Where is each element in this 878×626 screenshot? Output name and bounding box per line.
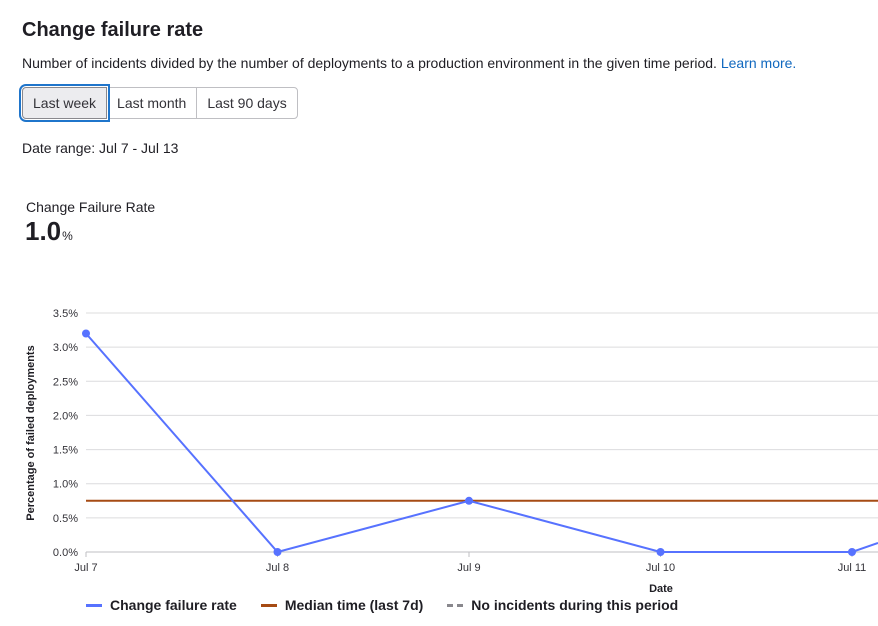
stat-number: 1.0 [25, 216, 62, 246]
legend-swatch-series [86, 603, 102, 607]
y-tick-label: 3.0% [53, 342, 78, 354]
x-tick-label: Jul 7 [74, 562, 97, 574]
y-tick-label: 3.5% [53, 308, 78, 320]
x-tick-label: Jul 8 [266, 562, 289, 574]
legend-item-median[interactable]: Median time (last 7d) [260, 597, 424, 613]
change-failure-rate-line [85, 332, 878, 554]
x-tick-label: Jul 10 [646, 562, 675, 574]
legend-label-series: Change failure rate [110, 597, 237, 613]
x-axis-ticks: Jul 7 Jul 8 Jul 9 Jul 10 Jul 11 [74, 552, 866, 574]
description: Number of incidents divided by the numbe… [22, 54, 796, 72]
learn-more-link[interactable]: Learn more. [720, 55, 797, 71]
data-point [656, 548, 665, 556]
x-tick-label: Jul 11 [838, 562, 867, 574]
stat-value: 1.0% [25, 215, 73, 247]
y-tick-label: 1.0% [53, 479, 78, 491]
x-axis-label: Date [649, 583, 673, 595]
y-tick-label: 1.5% [53, 445, 78, 457]
date-filter-segmented-control: Last week Last month Last 90 days [22, 87, 298, 119]
data-point [465, 496, 473, 505]
x-tick-label: Jul 9 [457, 562, 480, 574]
y-tick-label: 0.0% [53, 547, 78, 559]
data-point [82, 329, 90, 338]
legend-label-no-incidents: No incidents during this period [471, 597, 679, 613]
legend: Change failure rate Median time (last 7d… [86, 596, 702, 614]
last-month-button[interactable]: Last month [106, 87, 198, 119]
grid-lines [86, 312, 878, 519]
y-axis-label: Percentage of failed deployments [25, 345, 37, 520]
legend-item-change-failure-rate[interactable]: Change failure rate [86, 597, 237, 613]
data-point [273, 548, 282, 556]
legend-swatch-median [260, 603, 277, 607]
stat-unit: % [62, 229, 73, 243]
last-week-button[interactable]: Last week [22, 87, 108, 119]
description-text: Number of incidents divided by the numbe… [22, 55, 717, 71]
y-axis-ticks: 0.0% 0.5% 1.0% 1.5% 2.0% 2.5% 3.0% 3.5% [53, 308, 78, 559]
data-points [82, 329, 856, 556]
y-tick-label: 2.0% [53, 410, 78, 422]
date-range: Date range: Jul 7 - Jul 13 [22, 140, 179, 156]
legend-label-median: Median time (last 7d) [284, 597, 424, 613]
legend-item-no-incidents[interactable]: No incidents during this period [447, 597, 678, 613]
y-tick-label: 2.5% [53, 376, 78, 388]
last-90-days-button[interactable]: Last 90 days [196, 87, 298, 119]
y-tick-label: 0.5% [53, 513, 78, 525]
legend-swatch-no-incidents [447, 603, 464, 607]
data-point [848, 548, 856, 556]
stat-label: Change Failure Rate [26, 199, 156, 215]
page-title: Change failure rate [22, 19, 204, 41]
